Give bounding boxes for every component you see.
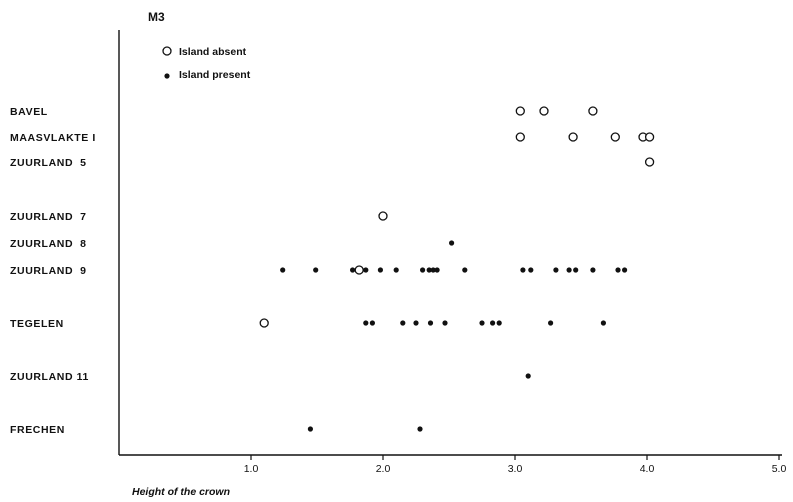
point-island-absent — [515, 132, 525, 142]
category-label: BAVEL — [10, 106, 48, 118]
point-island-present — [307, 426, 313, 432]
point-island-absent — [610, 132, 620, 142]
point-island-present — [420, 267, 426, 273]
point-island-absent — [568, 132, 578, 142]
point-island-present — [427, 320, 434, 326]
category-label: TEGELEN — [10, 318, 64, 330]
legend-label-island-absent: Island absent — [179, 46, 247, 58]
point-island-present — [553, 267, 559, 273]
category-label: ZUURLAND 7 — [10, 211, 87, 223]
point-island-present — [528, 267, 534, 273]
point-island-present — [496, 320, 502, 326]
point-island-present — [350, 267, 356, 273]
x-tick-label: 3.0 — [508, 463, 523, 475]
point-island-present — [313, 267, 319, 273]
category-label: ZUURLAND 8 — [10, 238, 87, 250]
point-island-present — [462, 267, 468, 273]
point-island-absent — [539, 106, 549, 116]
point-island-present — [413, 320, 419, 326]
point-island-present — [479, 320, 485, 326]
point-island-absent — [259, 318, 269, 328]
point-island-present — [442, 320, 448, 326]
x-axis-label: Height of the crown — [132, 486, 230, 498]
x-tick-label: 2.0 — [376, 463, 391, 475]
category-label: FRECHEN — [10, 424, 65, 436]
point-island-absent — [644, 132, 655, 142]
point-island-present — [525, 373, 531, 379]
point-island-absent — [515, 106, 525, 116]
point-island-present — [417, 426, 423, 432]
point-island-present — [393, 267, 399, 273]
point-island-present — [548, 320, 554, 326]
point-island-absent — [354, 265, 364, 275]
point-island-present — [490, 320, 496, 326]
category-label: MAASVLAKTE I — [10, 132, 96, 144]
data-points — [259, 106, 655, 432]
point-island-present — [377, 267, 383, 273]
point-island-present — [615, 267, 621, 273]
x-axis-ticks: 1.0 2.0 3.0 4.0 5.0 — [244, 455, 787, 475]
point-island-absent — [588, 106, 598, 116]
chart-title: M3 — [148, 10, 165, 24]
point-island-present — [280, 267, 286, 273]
point-island-present — [590, 267, 596, 273]
point-island-present — [622, 267, 628, 273]
point-island-present — [369, 320, 375, 326]
point-island-present — [363, 320, 369, 326]
point-island-present — [566, 267, 572, 273]
legend-label-island-present: Island present — [179, 69, 251, 81]
point-island-present — [520, 267, 526, 273]
x-tick-label: 1.0 — [244, 463, 259, 475]
point-island-present — [434, 267, 440, 273]
legend: Island absent Island present — [162, 46, 251, 81]
point-island-present — [400, 320, 406, 326]
category-labels: BAVEL MAASVLAKTE I ZUURLAND 5 ZUURLAND 7 ZUU… — [10, 106, 96, 436]
x-tick-label: 4.0 — [640, 463, 655, 475]
point-island-present — [573, 267, 579, 273]
point-island-present — [449, 240, 455, 246]
legend-open-circle-marker — [162, 46, 172, 56]
point-island-absent — [644, 157, 655, 167]
point-island-present — [600, 320, 607, 326]
category-label: ZUURLAND 11 — [10, 371, 89, 383]
category-label: ZUURLAND 9 — [10, 265, 87, 277]
x-tick-label: 5.0 — [772, 463, 787, 475]
legend-filled-dot-marker — [164, 73, 170, 79]
point-island-present — [426, 267, 432, 273]
category-label: ZUURLAND 5 — [10, 157, 87, 169]
point-island-absent — [378, 211, 388, 221]
point-island-present — [430, 267, 436, 273]
point-island-present — [363, 267, 369, 273]
